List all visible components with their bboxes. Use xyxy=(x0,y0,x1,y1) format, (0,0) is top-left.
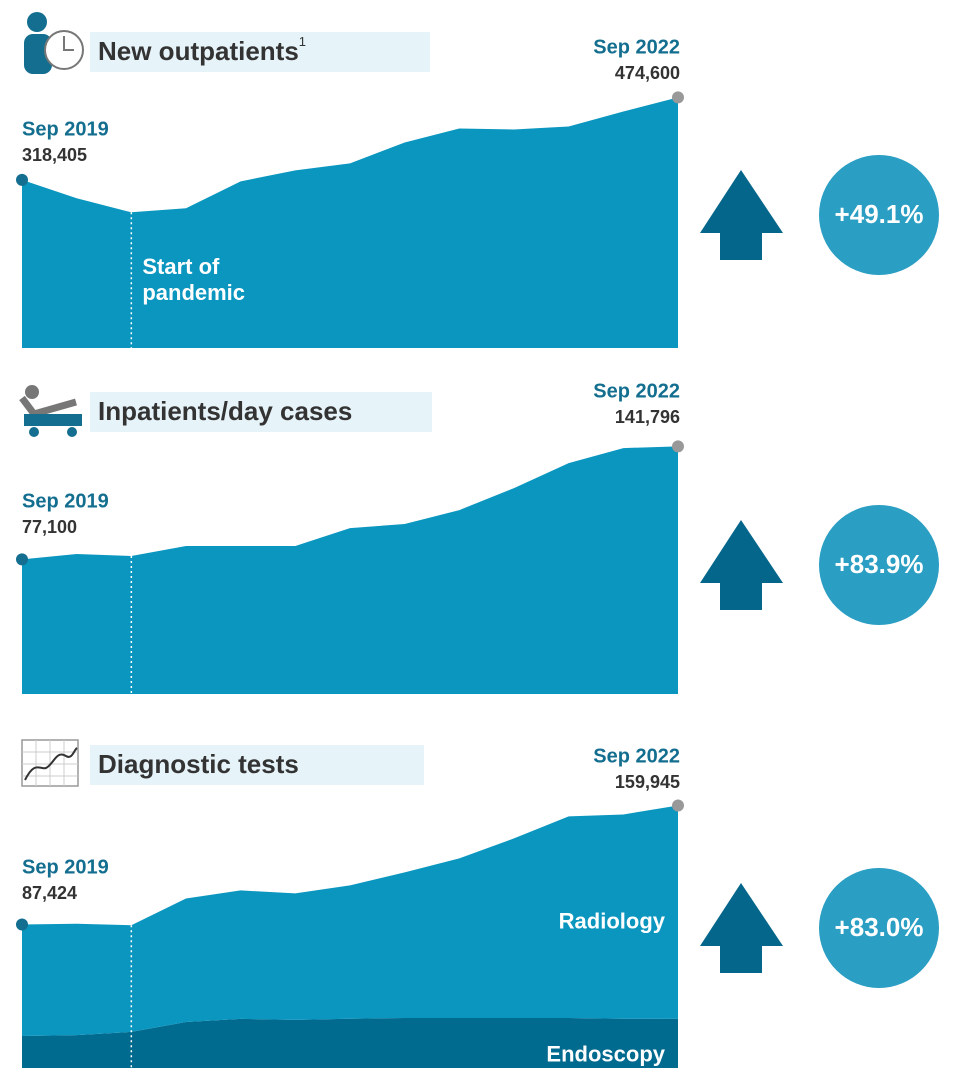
area xyxy=(22,446,678,694)
up-arrow xyxy=(700,883,783,973)
area xyxy=(22,805,678,1036)
value-label: 474,600 xyxy=(615,63,680,83)
date-label: Sep 2019 xyxy=(22,856,109,878)
title-box xyxy=(90,745,424,785)
change-label: +49.1% xyxy=(835,199,924,229)
date-label: Sep 2022 xyxy=(593,380,680,402)
title-note: 1 xyxy=(299,34,306,49)
endpoint-dot xyxy=(672,440,684,453)
change-circle xyxy=(819,868,939,988)
date-label: Sep 2019 xyxy=(22,490,109,512)
date-label: Sep 2022 xyxy=(593,745,680,767)
value-label: 141,796 xyxy=(615,407,680,427)
title-box xyxy=(90,392,432,432)
value-label: 77,100 xyxy=(22,517,77,537)
date-label: Sep 2022 xyxy=(593,36,680,58)
endpoint-dot xyxy=(16,918,28,931)
up-arrow xyxy=(700,520,783,610)
endpoint-dot xyxy=(672,91,684,104)
series-label: Endoscopy xyxy=(546,1041,665,1066)
chart-title-text: Diagnostic tests xyxy=(98,749,299,779)
chart-title-text: New outpatients xyxy=(98,36,299,66)
value-label: 159,945 xyxy=(615,772,680,792)
annotation: pandemic xyxy=(142,280,245,305)
up-arrow xyxy=(700,170,783,260)
endpoint-dot xyxy=(16,553,28,566)
date-label: Sep 2019 xyxy=(22,118,109,140)
inpatient-icon xyxy=(19,385,82,437)
change-label: +83.0% xyxy=(835,912,924,942)
endpoint-dot xyxy=(672,799,684,812)
outpatient-icon xyxy=(24,12,84,74)
area xyxy=(22,97,678,349)
change-circle xyxy=(819,505,939,625)
annotation: Start of xyxy=(142,254,220,279)
title-box xyxy=(90,32,430,72)
series-label: Radiology xyxy=(559,909,666,934)
chart-title: Inpatients/day cases xyxy=(98,396,352,426)
diagnostic-icon xyxy=(21,739,79,787)
area xyxy=(22,1017,678,1068)
change-circle xyxy=(819,155,939,275)
value-label: 318,405 xyxy=(22,145,87,165)
value-label: 87,424 xyxy=(22,883,77,903)
chart-title: New outpatients1 xyxy=(98,34,306,65)
change-label: +83.9% xyxy=(835,549,924,579)
chart-title-text: Inpatients/day cases xyxy=(98,396,352,426)
endpoint-dot xyxy=(16,173,28,186)
chart-title: Diagnostic tests xyxy=(98,749,299,779)
